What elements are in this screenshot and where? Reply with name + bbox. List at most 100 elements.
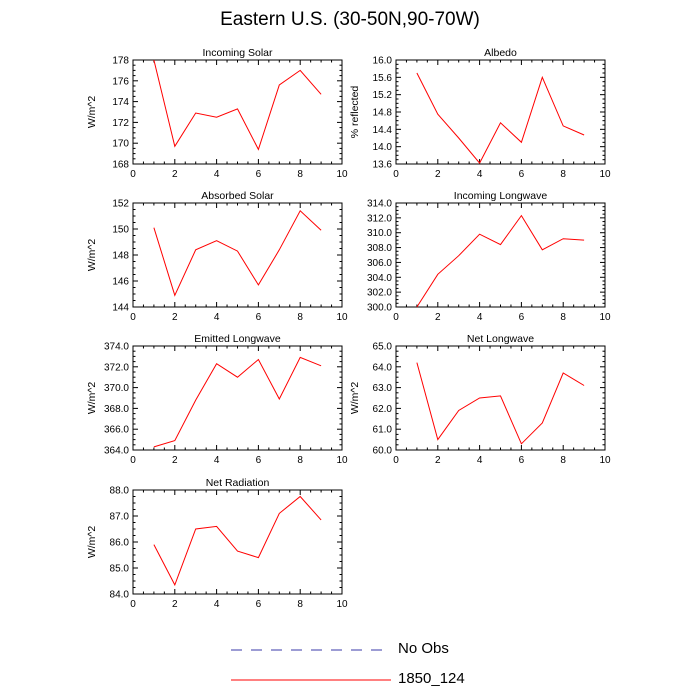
x-tick-label: 0: [130, 599, 136, 610]
x-tick-label: 10: [336, 169, 348, 180]
y-axis-label: W/m^2: [86, 526, 98, 559]
x-tick-label: 10: [599, 312, 611, 323]
y-tick-label: 314.0: [367, 199, 392, 210]
y-tick-label: 168: [112, 160, 129, 171]
y-axis-label: % reflected: [349, 86, 361, 139]
x-tick-label: 4: [214, 312, 220, 323]
x-tick-label: 6: [256, 599, 262, 610]
x-tick-label: 6: [256, 455, 262, 466]
x-tick-label: 6: [519, 312, 525, 323]
plot-frame: [395, 59, 606, 165]
x-tick-label: 10: [599, 455, 611, 466]
y-tick-label: 174: [112, 97, 129, 108]
chart-panel-6: Net Longwave W/m^2 0 2 4 6 8 10 60.0 61.0 62.0 63.0…: [349, 333, 611, 466]
series-line-1850_124: [153, 59, 322, 151]
y-tick-label: 176: [112, 76, 129, 87]
x-tick-label: 8: [297, 312, 303, 323]
x-tick-label: 2: [435, 169, 441, 180]
x-tick-label: 0: [130, 312, 136, 323]
x-tick-label: 2: [172, 599, 178, 610]
x-tick-label: 0: [130, 455, 136, 466]
y-tick-label: 366.0: [104, 425, 129, 436]
y-tick-label: 144: [112, 303, 129, 314]
series-line-1850_124: [153, 356, 322, 448]
series-line-1850_124: [153, 209, 322, 297]
chart-panel-3: Absorbed Solar W/m^2 0 2 4 6 8 10 144 146 148 150 15…: [86, 190, 348, 323]
y-tick-label: 152: [112, 199, 129, 210]
x-tick-label: 8: [297, 599, 303, 610]
y-tick-label: 368.0: [104, 404, 129, 415]
panel-title: Absorbed Solar: [201, 190, 274, 202]
x-tick-label: 10: [599, 169, 611, 180]
chart-panel-7: Net Radiation W/m^2 0 2 4 6 8 10 84.0 85.0 86.0 87.…: [86, 477, 348, 610]
plot-frame: [132, 202, 343, 308]
y-axis-label: W/m^2: [86, 382, 98, 415]
plot-frame: [132, 489, 343, 595]
x-tick-label: 4: [477, 455, 483, 466]
y-tick-label: 312.0: [367, 213, 392, 224]
plot-frame: [395, 345, 606, 451]
y-tick-label: 172: [112, 118, 129, 129]
y-axis-label: W/m^2: [349, 382, 361, 415]
y-tick-label: 308.0: [367, 243, 392, 254]
y-tick-label: 15.2: [373, 90, 393, 101]
y-tick-label: 85.0: [110, 564, 130, 575]
y-tick-label: 13.6: [373, 160, 393, 171]
y-tick-label: 310.0: [367, 228, 392, 239]
y-tick-label: 178: [112, 56, 129, 67]
x-tick-label: 8: [297, 169, 303, 180]
x-tick-label: 0: [393, 312, 399, 323]
x-tick-label: 0: [393, 169, 399, 180]
x-tick-label: 4: [214, 599, 220, 610]
x-tick-label: 4: [477, 312, 483, 323]
y-tick-label: 14.0: [373, 142, 393, 153]
panel-title: Incoming Solar: [202, 47, 273, 59]
y-tick-label: 150: [112, 225, 129, 236]
x-tick-label: 2: [172, 455, 178, 466]
y-tick-label: 87.0: [110, 512, 130, 523]
panel-title: Incoming Longwave: [454, 190, 548, 202]
x-tick-label: 8: [297, 455, 303, 466]
chart-panel-5: Emitted Longwave W/m^2 0 2 4 6 8 10 364.0 366.0 36…: [86, 333, 348, 466]
x-tick-label: 8: [560, 455, 566, 466]
y-tick-label: 15.6: [373, 73, 393, 84]
x-tick-label: 0: [393, 455, 399, 466]
series-line-1850_124: [416, 214, 585, 308]
y-tick-label: 306.0: [367, 258, 392, 269]
y-tick-label: 304.0: [367, 273, 392, 284]
x-tick-label: 8: [560, 169, 566, 180]
x-tick-label: 4: [214, 455, 220, 466]
x-tick-label: 2: [172, 312, 178, 323]
x-tick-label: 0: [130, 169, 136, 180]
y-tick-label: 148: [112, 251, 129, 262]
series-line-1850_124: [416, 362, 585, 445]
chart-panel-2: Albedo % reflected 0 2 4 6 8 10 13.6 14.0 14.4 14.8…: [349, 47, 611, 180]
legend-label-1850-124: 1850_124: [398, 670, 465, 687]
x-tick-label: 10: [336, 599, 348, 610]
x-tick-label: 8: [560, 312, 566, 323]
y-tick-label: 62.0: [373, 404, 393, 415]
y-tick-label: 88.0: [110, 486, 130, 497]
y-tick-label: 60.0: [373, 446, 393, 457]
panel-title: Albedo: [484, 47, 517, 59]
legend-label-no-obs: No Obs: [398, 640, 449, 657]
x-tick-label: 2: [172, 169, 178, 180]
x-tick-label: 2: [435, 312, 441, 323]
y-tick-label: 14.8: [373, 108, 393, 119]
y-tick-label: 146: [112, 277, 129, 288]
y-tick-label: 374.0: [104, 342, 129, 353]
x-tick-label: 4: [214, 169, 220, 180]
y-tick-label: 86.0: [110, 538, 130, 549]
panel-title: Emitted Longwave: [194, 333, 281, 345]
y-tick-label: 370.0: [104, 383, 129, 394]
plot-frame: [132, 59, 343, 165]
x-tick-label: 10: [336, 455, 348, 466]
chart-panel-4: Incoming Longwave 0 2 4 6 8 10 300.0 302.0 304.0 3…: [367, 190, 611, 323]
y-tick-label: 300.0: [367, 303, 392, 314]
y-tick-label: 65.0: [373, 342, 393, 353]
y-tick-label: 302.0: [367, 288, 392, 299]
series-line-1850_124: [416, 72, 585, 164]
y-tick-label: 63.0: [373, 383, 393, 394]
y-tick-label: 61.0: [373, 425, 393, 436]
